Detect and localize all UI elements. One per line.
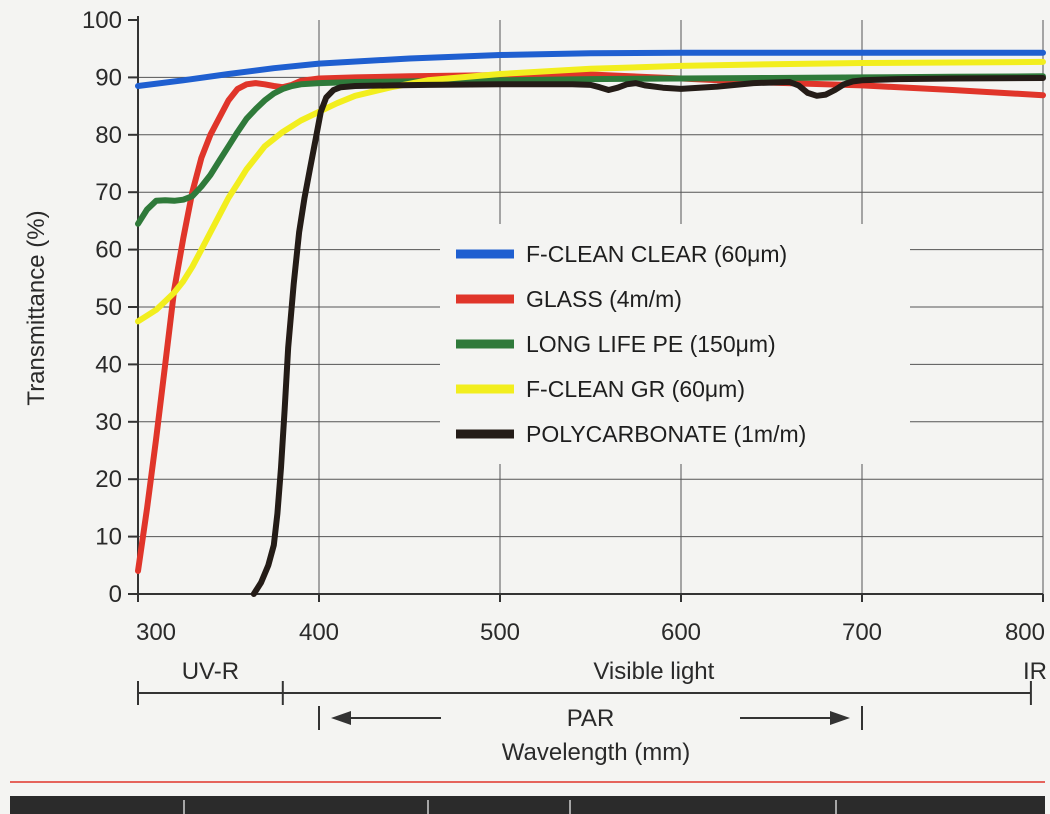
x-tick-label: 400 [299,619,339,646]
y-tick-label: 70 [95,179,122,206]
legend-label: F-CLEAN CLEAR (60μm) [526,241,787,267]
wavelength-regions: UV-R Visible light IR PAR [137,658,1047,732]
region-label-visible: Visible light [593,658,714,685]
legend-label: F-CLEAN GR (60μm) [526,376,745,402]
legend: F-CLEAN CLEAR (60μm) GLASS (4m/m) LONG LIF… [440,224,910,464]
par-arrow-right-head [830,711,850,725]
y-tick-label: 100 [82,7,122,34]
x-tick-label: 700 [842,619,882,646]
x-tick-label: 800 [1005,619,1045,646]
series-line-5 [250,75,1046,597]
y-tick-label: 0 [109,581,122,608]
y-tick-label: 50 [95,294,122,321]
legend-label: LONG LIFE PE (150μm) [526,331,776,357]
y-tick-label: 90 [95,64,122,91]
series-lines [135,49,1046,597]
x-tick-label: 500 [480,619,520,646]
series-line-1 [135,49,1046,89]
y-tick-label: 10 [95,524,122,551]
region-label-uv: UV-R [182,658,239,685]
y-tick-label: 60 [95,237,122,264]
series-line-2 [135,71,1046,574]
y-tick-label: 80 [95,122,122,149]
y-tick-label: 30 [95,409,122,436]
legend-label: GLASS (4m/m) [526,286,682,312]
legend-box [440,224,910,464]
region-label-ir: IR [1023,658,1047,685]
legend-label: POLYCARBONATE (1m/m) [526,421,806,447]
axes [128,16,1044,602]
x-tick-label: 300 [136,619,176,646]
y-tick-labels: 0 10 20 30 40 50 60 70 80 90 100 [82,7,122,608]
footer-bar [10,796,1045,814]
par-arrow-left-head [331,711,351,725]
page-footer [10,781,1045,814]
y-tick-label: 20 [95,466,122,493]
x-axis-label: Wavelength (mm) [502,739,690,766]
par-label: PAR [567,705,615,732]
y-axis-label: Transmittance (%) [23,210,50,405]
y-tick-label: 40 [95,351,122,378]
x-tick-labels: 300 400 500 600 700 800 [136,619,1045,646]
series-line-3 [135,73,1046,227]
x-tick-label: 600 [661,619,701,646]
series-line-4 [135,58,1046,325]
